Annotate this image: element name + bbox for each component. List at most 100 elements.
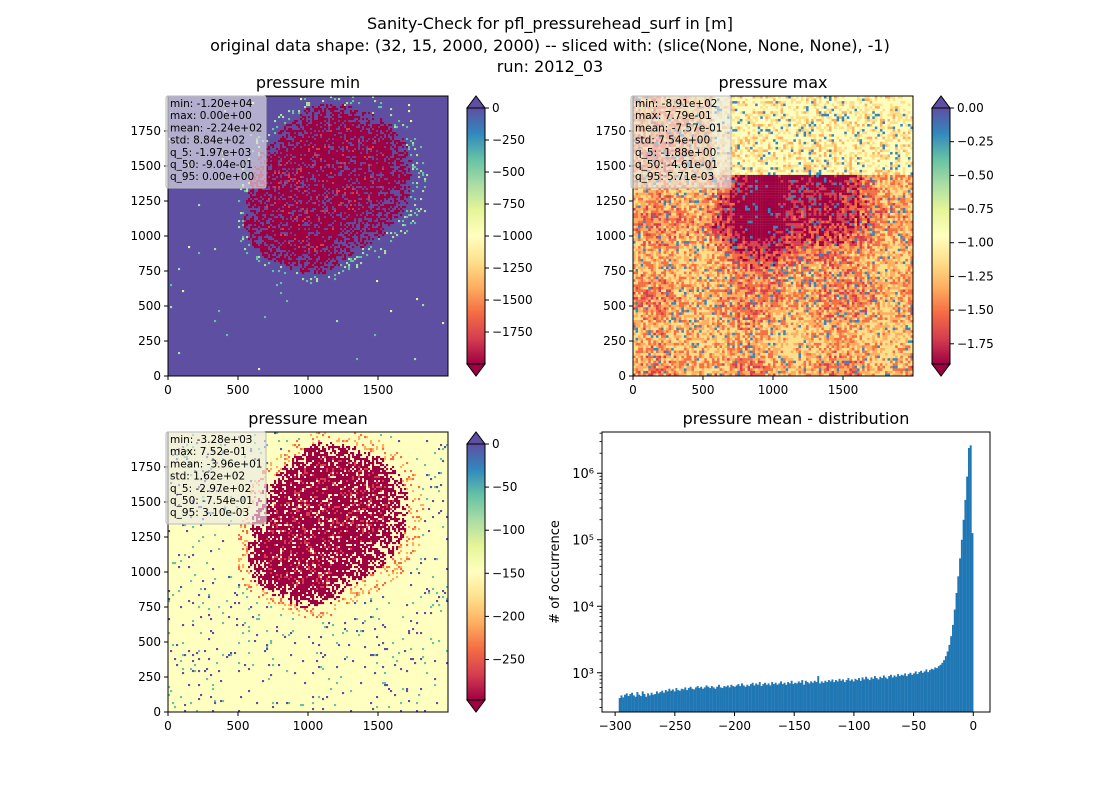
heatmap-cell [408,194,411,197]
heatmap-cell [352,166,355,169]
heatmap-cell [384,130,387,133]
heatmap-cell [356,128,359,131]
heatmap-cell [350,136,353,139]
heatmap-cell [302,208,305,211]
heatmap-cell [910,118,913,122]
heatmap-cell [294,264,297,267]
heatmap-cell [270,190,273,193]
heatmap-cell [330,122,333,125]
heatmap-cell [747,103,751,107]
heatmap-cell [302,194,305,197]
colorbar-gradient [466,107,486,365]
heatmap-cell [344,146,347,149]
heatmap-cell [366,220,369,223]
heatmap-cell [364,150,367,153]
heatmap-cell [320,254,323,257]
heatmap-cell [346,152,349,155]
heatmap-cell [304,268,307,271]
heatmap-cell [290,268,293,271]
heatmap-cell [384,204,387,207]
heatmap-cell [286,190,289,193]
heatmap-cell [262,208,265,211]
heatmap-cell [288,180,291,183]
heatmap-cell [304,230,307,233]
heatmap-cell [332,154,335,157]
heatmap-cell [198,204,201,207]
heatmap-cell [342,178,345,181]
heatmap-cell [416,168,419,171]
heatmap-cell [378,190,381,193]
heatmap-cell [338,180,341,183]
heatmap-cell [294,218,297,221]
heatmap-cell [887,98,891,102]
heatmap-cell [874,118,878,122]
heatmap-cell [895,96,898,99]
heatmap-cell [288,246,291,249]
heatmap-cell [324,272,327,275]
heatmap-cell [340,180,343,183]
heatmap-cell [276,254,279,257]
heatmap-cell [290,170,293,173]
heatmap-cell [310,186,313,189]
heatmap-cell [324,214,327,217]
heatmap-cell [262,242,265,245]
heatmap-cell [368,158,371,161]
heatmap-cell [885,103,888,107]
heatmap-cell [346,158,349,161]
heatmap-cell [844,118,847,122]
heatmap-cell [268,252,271,255]
heatmap-cell [306,126,309,129]
heatmap-cell [276,238,279,241]
heatmap-cell [808,103,812,107]
heatmap-cell [276,202,279,205]
heatmap-cell [320,110,323,113]
heatmap-cell [388,224,391,227]
heatmap-cell [312,212,315,215]
heatmap-cell [314,174,317,177]
stats-line: q_95: 0.00e+00 [170,171,254,183]
heatmap-cell [288,210,291,213]
suptitle-line-2: original data shape: (32, 15, 2000, 2000… [210,36,890,55]
heatmap-cell [420,198,423,201]
heatmap-cell [338,228,341,231]
heatmap-cell [282,166,285,169]
heatmap-cell [296,228,299,231]
heatmap-cell [310,152,313,155]
heatmap-cell [298,234,301,237]
heatmap-cell [388,130,391,133]
heatmap-cell [298,182,301,185]
heatmap-cell [364,234,367,237]
heatmap-cell [320,108,323,111]
heatmap-cell [849,116,853,120]
heatmap-cell [282,138,285,141]
heatmap-cell [328,206,331,209]
heatmap-cell [376,198,379,201]
heatmap-cell [318,156,321,159]
heatmap-cell [857,106,860,109]
heatmap-cell [350,170,353,173]
heatmap-cell [276,190,279,193]
heatmap-cell [282,228,285,231]
heatmap-cell [352,146,355,149]
heatmap-cell [318,164,321,167]
heatmap-cell [336,184,339,187]
heatmap-cell [400,162,403,165]
heatmap-cell [318,172,321,175]
colorbar-tick-label: −750 [492,197,525,211]
heatmap-cell [320,230,323,233]
heatmap-cell [368,156,371,159]
heatmap-cell [274,260,277,263]
heatmap-cell [378,130,381,133]
heatmap-cell [274,232,277,235]
heatmap-cell [406,146,409,149]
heatmap-cell [336,166,339,169]
heatmap-cell [831,116,835,120]
heatmap-cell [346,144,349,147]
heatmap-cell [298,222,301,225]
heatmap-cell [348,236,351,239]
heatmap-cell [874,108,878,112]
heatmap-cell [330,130,333,133]
heatmap-cell [252,188,255,191]
heatmap-cell [226,334,229,337]
heatmap-cell [306,196,309,199]
